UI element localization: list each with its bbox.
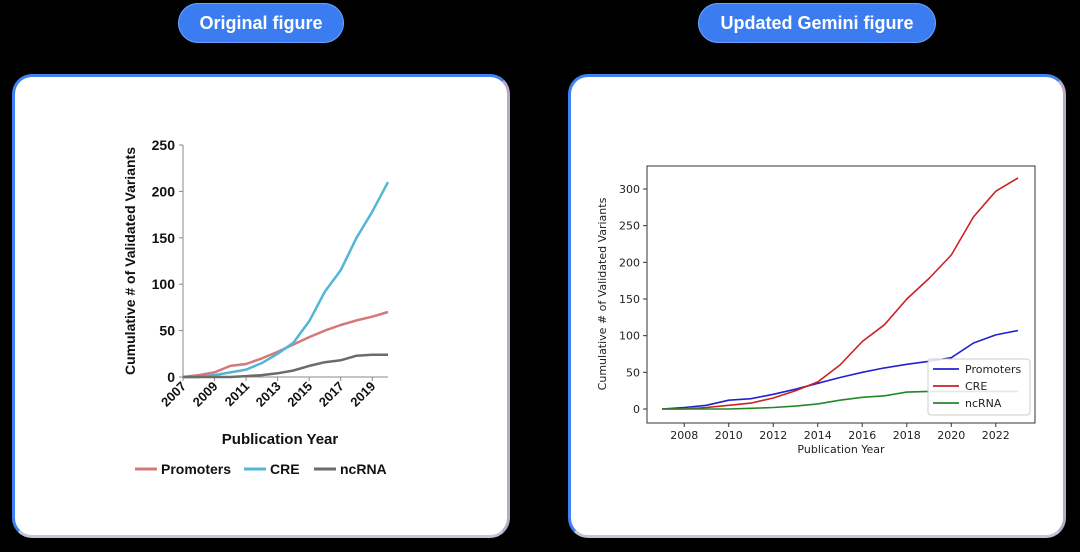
y-tick-label: 250 — [152, 137, 176, 153]
y-tick-label: 100 — [619, 330, 640, 343]
y-tick-label: 50 — [626, 366, 640, 379]
y-tick-label: 250 — [619, 220, 640, 233]
series-line-promoters — [661, 329, 1019, 410]
y-tick-label: 150 — [152, 230, 176, 246]
legend-label-ncrna: ncRNA — [965, 397, 1002, 410]
y-tick-label: 0 — [633, 403, 640, 416]
series-line-cre — [662, 177, 1019, 410]
y-axis-title: Cumulative # of Validated Variants — [122, 147, 138, 375]
y-tick-label: 150 — [619, 293, 640, 306]
y-tick-label: 100 — [152, 276, 176, 292]
x-tick-label: 2022 — [982, 429, 1010, 442]
original-figure-panel — [12, 74, 510, 538]
x-tick-label: 2020 — [937, 429, 965, 442]
updated-figure-panel — [568, 74, 1066, 538]
updated-gemini-figure-label: Updated Gemini figure — [698, 3, 936, 43]
plot-frame — [646, 165, 1036, 424]
y-axis-title: Cumulative # of Validated Variants — [596, 197, 609, 390]
legend-label-ncrna: ncRNA — [340, 461, 387, 477]
legend-box — [927, 358, 1031, 416]
series-line-ncrna — [183, 353, 388, 379]
legend-label-promoters: Promoters — [161, 461, 231, 477]
y-tick-label: 300 — [619, 183, 640, 196]
x-tick-label: 2008 — [670, 429, 698, 442]
x-axis-title: Publication Year — [797, 443, 885, 456]
x-tick-label: 2016 — [848, 429, 876, 442]
x-axis-title: Publication Year — [222, 431, 339, 448]
y-tick-label: 200 — [152, 183, 176, 199]
x-tick-label: 2010 — [715, 429, 743, 442]
x-tick-label: 2014 — [804, 429, 832, 442]
series-line-cre — [183, 181, 390, 379]
y-tick-label: 0 — [167, 369, 175, 385]
x-tick-label: 2012 — [759, 429, 787, 442]
legend-label-promoters: Promoters — [965, 363, 1021, 376]
y-tick-label: 200 — [619, 256, 640, 269]
legend-label-cre: CRE — [965, 380, 987, 393]
original-figure-label: Original figure — [178, 3, 344, 43]
y-tick-label: 50 — [159, 323, 175, 339]
legend-label-cre: CRE — [270, 461, 300, 477]
x-tick-label: 2018 — [893, 429, 921, 442]
